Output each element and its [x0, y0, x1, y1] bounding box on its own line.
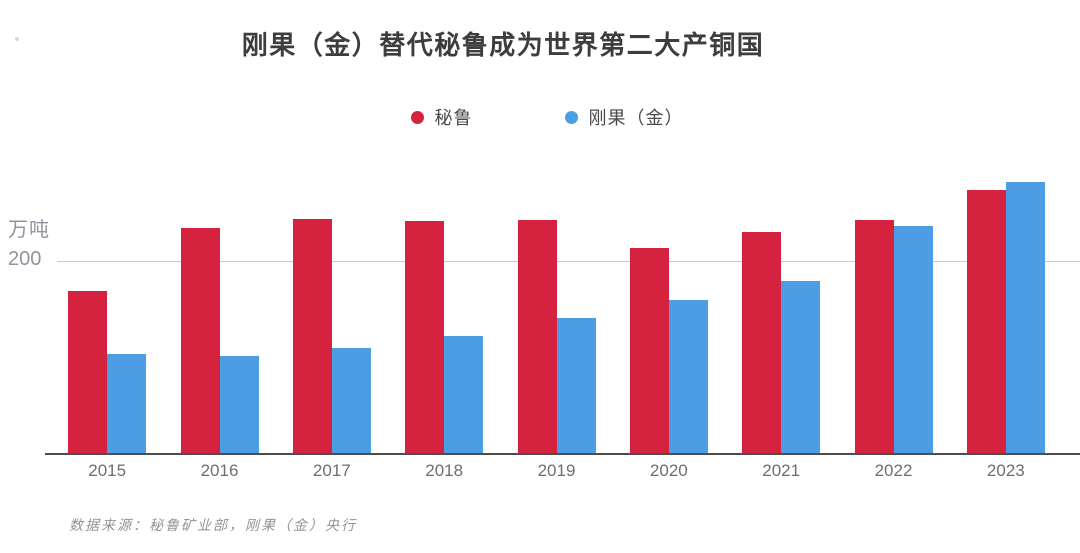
stray-bullet-dot	[15, 37, 19, 41]
bar-peru-2021	[742, 232, 782, 454]
source-note: 数据来源：秘鲁矿业部，刚果（金）央行	[69, 517, 357, 533]
bar-peru-2022	[854, 220, 894, 454]
bar-congo-2016	[219, 356, 259, 454]
chart-legend: 秘鲁 刚果（金）	[10, 104, 1080, 130]
legend-item-peru: 秘鲁	[410, 104, 473, 130]
legend-dot-peru	[410, 110, 424, 124]
y-axis-unit-label: 万吨	[8, 219, 50, 241]
y-axis-tick-200: 200	[8, 248, 42, 270]
x-tick-2020: 2020	[649, 461, 688, 480]
bar-congo-2019	[556, 318, 596, 454]
x-tick-2022: 2022	[874, 461, 913, 480]
bar-peru-2016	[180, 228, 220, 454]
x-tick-2017: 2017	[312, 461, 351, 480]
x-tick-2023: 2023	[986, 461, 1025, 480]
bar-congo-2017	[331, 348, 371, 454]
bar-congo-2020	[668, 300, 708, 454]
bar-peru-2020	[629, 248, 669, 454]
legend-label-peru: 秘鲁	[434, 108, 473, 128]
x-tick-2015: 2015	[88, 461, 127, 480]
legend-dot-congo	[564, 110, 578, 124]
legend-label-congo: 刚果（金）	[588, 108, 684, 128]
bar-peru-2018	[405, 221, 445, 454]
x-tick-2019: 2019	[537, 461, 576, 480]
bar-peru-2017	[292, 219, 332, 454]
bar-congo-2018	[444, 336, 484, 454]
bar-congo-2023	[1005, 182, 1045, 454]
bar-congo-2015	[107, 354, 147, 454]
x-tick-2021: 2021	[762, 461, 801, 480]
bar-peru-2019	[517, 220, 557, 454]
x-axis-line	[45, 453, 1080, 455]
bar-congo-2021	[781, 281, 821, 454]
bar-congo-2022	[893, 226, 933, 454]
gridline-200	[57, 261, 1080, 262]
bar-peru-2015	[68, 291, 108, 454]
x-tick-2016: 2016	[200, 461, 239, 480]
bar-peru-2023	[966, 190, 1006, 454]
chart-title: 刚果（金）替代秘鲁成为世界第二大产铜国	[241, 30, 765, 60]
legend-item-congo: 刚果（金）	[564, 104, 684, 130]
x-tick-2018: 2018	[425, 461, 464, 480]
